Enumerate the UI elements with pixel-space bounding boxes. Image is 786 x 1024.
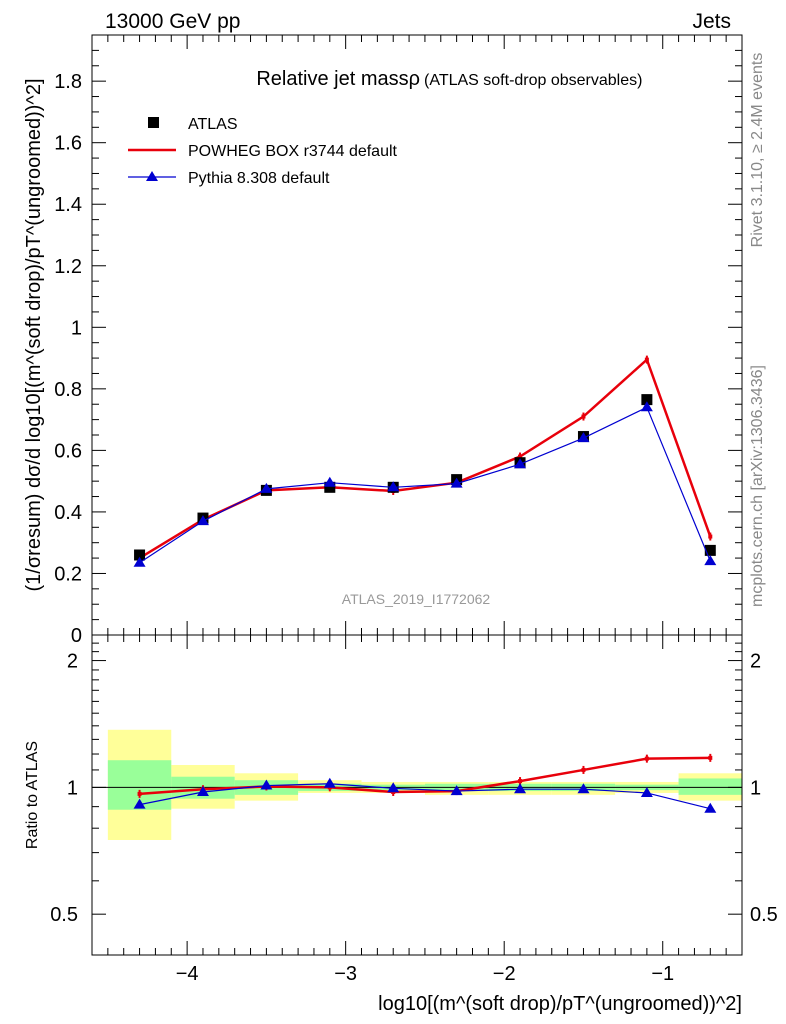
ratio-powheg-point	[708, 755, 713, 760]
ratio-pythia-point	[323, 777, 336, 788]
main-y-tick-label: 1.8	[54, 71, 82, 93]
main-y-tick-label: 1.2	[54, 256, 82, 278]
pythia-line	[139, 406, 711, 564]
ratio-y-tick-label-right: 2	[750, 651, 761, 673]
ratio-bands	[107, 729, 742, 841]
main-y-tick-label: 0.6	[54, 440, 82, 462]
main-plot: 0 0.2 0.4 0.6 0.8 1 1.2 1.4 1.6 1.8 Relative jet …	[23, 34, 743, 647]
ratio-y-tick-label-right: 1	[750, 777, 761, 799]
legend: ATLAS POWHEG BOX r3744 default Pythia 8.…	[128, 116, 398, 187]
main-y-tick-label: 1.6	[54, 133, 82, 155]
ratio-powheg-point	[518, 779, 523, 784]
main-y-tick-label: 0.8	[54, 379, 82, 401]
ratio-pythia-point	[640, 786, 653, 797]
powheg-point	[708, 534, 713, 539]
main-plot-ticks: 0 0.2 0.4 0.6 0.8 1 1.2 1.4 1.6 1.8	[54, 35, 743, 647]
ratio-pythia-point	[514, 783, 527, 794]
ratio-powheg-point	[581, 767, 586, 772]
atlas-point	[324, 481, 336, 493]
x-tick-label: −2	[493, 963, 516, 985]
pythia-point	[450, 477, 463, 488]
x-tick-label: −3	[334, 963, 357, 985]
ratio-pythia-point	[196, 786, 209, 797]
ratio-powheg-point	[644, 756, 649, 761]
powheg-point	[518, 454, 523, 459]
ratio-y-axis-label: Ratio to ATLAS	[24, 741, 41, 849]
process-label: Jets	[692, 10, 731, 33]
pythia-point	[323, 476, 336, 487]
powheg-point	[581, 414, 586, 419]
legend-pythia-label: Pythia 8.308 default	[188, 170, 330, 187]
analysis-label: ATLAS_2019_I1772062	[342, 591, 491, 607]
ratio-pythia-point	[260, 779, 273, 790]
powheg-line	[138, 357, 712, 560]
ratio-band-green	[678, 778, 742, 795]
ratio-y-tick-label: 1	[67, 777, 78, 799]
pythia-point	[387, 481, 400, 492]
main-y-tick-label: 1	[71, 317, 82, 339]
atlas-point	[704, 544, 716, 556]
ratio-pythia-line	[139, 783, 711, 810]
mcplots-label: mcplots.cern.ch [arXiv:1306.3436]	[749, 365, 766, 607]
x-tick-label: −1	[651, 963, 674, 985]
pythia-point	[196, 515, 209, 526]
pythia-point	[514, 458, 527, 469]
legend-atlas-label: ATLAS	[188, 116, 238, 133]
main-y-tick-label: 0.2	[54, 563, 82, 585]
legend-atlas-marker	[148, 117, 159, 128]
x-tick-label: −4	[176, 963, 199, 985]
pythia-point	[704, 555, 717, 566]
ratio-plot-frame	[91, 634, 743, 956]
ratio-powheg-point	[137, 791, 142, 796]
ratio-pythia-point	[133, 798, 146, 809]
legend-powheg-label: POWHEG BOX r3744 default	[188, 143, 398, 160]
ratio-plot: 0.5 0.5 1 1 2 2 −4 −3 −2 −1 Ratio to ATLAS log10[…	[24, 634, 778, 1015]
ratio-pythia-point	[704, 802, 717, 813]
pythia-point	[133, 556, 146, 567]
atlas-point	[134, 549, 146, 561]
ratio-marks	[133, 753, 717, 813]
plot-subtitle: (ATLAS soft-drop observables)	[424, 72, 642, 89]
atlas-point	[641, 394, 653, 406]
ratio-y-tick-label: 2	[67, 651, 78, 673]
ratio-ticks: 0.5 0.5 1 1 2 2 −4 −3 −2 −1	[50, 635, 778, 985]
pythia-point	[260, 482, 273, 493]
ratio-pythia-point	[577, 783, 590, 794]
powheg-point	[644, 357, 649, 362]
rivet-label: Rivet 3.1.10, ≥ 2.4M events	[749, 53, 766, 248]
main-y-tick-label: 0	[71, 625, 82, 647]
main-plot-marks	[133, 355, 717, 567]
x-axis-label: log10[(m^(soft drop)/pT^(ungroomed))^2]	[378, 993, 742, 1015]
legend-pythia-marker	[146, 171, 158, 181]
energy-label: 13000 GeV pp	[105, 10, 240, 33]
ratio-pythia-point	[450, 785, 463, 796]
plot-title: Relative jet massρ	[256, 68, 420, 90]
ratio-powheg-line	[139, 756, 711, 796]
main-y-tick-label: 0.4	[54, 502, 82, 524]
main-y-tick-label: 1.4	[54, 194, 82, 216]
pythia-point	[640, 401, 653, 412]
pythia-point	[577, 432, 590, 443]
main-y-axis-label: (1/σresum) dσ/d log10[(m^(soft drop)/pT^…	[23, 78, 45, 591]
ratio-pythia-point	[387, 782, 400, 793]
ratio-y-tick-label-right: 0.5	[750, 904, 778, 926]
ratio-y-tick-label: 0.5	[50, 904, 78, 926]
